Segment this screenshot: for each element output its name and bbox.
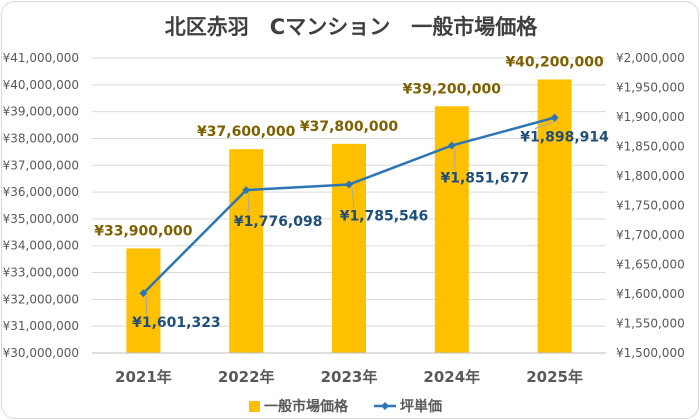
left-tick-label: ¥34,000,000 — [3, 239, 79, 253]
line-series — [139, 113, 559, 298]
bars-series — [126, 79, 572, 354]
line-data-label: ¥1,601,323 — [132, 315, 221, 331]
right-tick-label: ¥2,000,000 — [616, 51, 685, 65]
line-point — [139, 289, 148, 298]
line-point — [345, 180, 353, 189]
bar-2023年 — [332, 143, 366, 353]
bar-2022年 — [229, 149, 264, 353]
bar-data-label: ¥33,900,000 — [94, 223, 193, 239]
right-tick-label: ¥1,650,000 — [616, 258, 685, 272]
line-data-label: ¥1,851,677 — [441, 171, 530, 187]
line-point — [550, 113, 559, 122]
x-axis: 2021年 2022年 2023年 2024年 2025年 — [92, 352, 606, 386]
legend-label-bar: 一般市場価格 — [264, 398, 349, 415]
left-axis: ¥30,000,000 ¥31,000,000 ¥32,000,000 ¥33,000… — [3, 51, 79, 360]
left-tick-label: ¥39,000,000 — [3, 105, 79, 119]
bar-data-label: ¥37,800,000 — [300, 119, 399, 135]
x-tick-label: 2023年 — [321, 368, 378, 386]
legend-label-line: 坪単価 — [400, 398, 442, 415]
right-tick-label: ¥1,550,000 — [616, 317, 685, 331]
left-tick-label: ¥40,000,000 — [3, 78, 79, 92]
right-tick-label: ¥1,850,000 — [616, 140, 685, 154]
left-tick-label: ¥35,000,000 — [3, 212, 79, 226]
leader-line — [534, 120, 558, 130]
right-tick-label: ¥1,800,000 — [616, 169, 685, 183]
x-tick-label: 2025年 — [526, 368, 583, 386]
left-tick-label: ¥38,000,000 — [3, 131, 79, 145]
bar-data-label: ¥39,200,000 — [403, 81, 502, 97]
chart-title: 北区赤羽 Cマンション 一般市場価格 — [165, 15, 538, 39]
left-tick-label: ¥41,000,000 — [3, 51, 79, 65]
line-point — [447, 141, 456, 150]
legend-marker — [381, 402, 389, 410]
right-tick-label: ¥1,600,000 — [616, 287, 685, 301]
left-tick-label: ¥32,000,000 — [3, 292, 79, 306]
left-tick-label: ¥30,000,000 — [3, 346, 79, 360]
bar-2021年 — [126, 248, 161, 353]
right-tick-label: ¥1,750,000 — [616, 199, 685, 213]
legend: 一般市場価格 坪単価 — [249, 398, 442, 415]
data-labels: ¥33,900,000 ¥37,600,000 ¥37,800,000 ¥39,200… — [94, 54, 609, 331]
left-tick-label: ¥37,000,000 — [3, 158, 79, 172]
bar-data-label: ¥40,200,000 — [505, 54, 604, 70]
bar-data-label: ¥37,600,000 — [197, 124, 296, 140]
left-tick-label: ¥36,000,000 — [3, 185, 79, 199]
x-tick-label: 2024年 — [423, 368, 480, 386]
x-tick-label: 2022年 — [218, 368, 275, 386]
line-data-label: ¥1,776,098 — [234, 214, 323, 230]
x-tick-label: 2021年 — [115, 368, 172, 386]
left-tick-label: ¥33,000,000 — [3, 266, 79, 280]
line-data-label: ¥1,785,546 — [340, 209, 429, 225]
right-tick-label: ¥1,500,000 — [616, 346, 685, 360]
leader-line — [247, 193, 250, 214]
legend-swatch-bar — [249, 401, 260, 412]
left-tick-label: ¥31,000,000 — [3, 319, 79, 333]
right-tick-label: ¥1,950,000 — [616, 81, 685, 95]
line-point — [242, 186, 251, 195]
bar-2025年 — [537, 79, 572, 354]
right-tick-label: ¥1,900,000 — [616, 110, 685, 124]
leader-line — [351, 187, 355, 208]
line-data-label: ¥1,898,914 — [520, 130, 609, 146]
label-leader-lines — [145, 120, 558, 315]
right-tick-label: ¥1,700,000 — [616, 228, 685, 242]
right-axis: ¥1,500,000 ¥1,550,000 ¥1,600,000 ¥1,650,000… — [616, 51, 685, 360]
